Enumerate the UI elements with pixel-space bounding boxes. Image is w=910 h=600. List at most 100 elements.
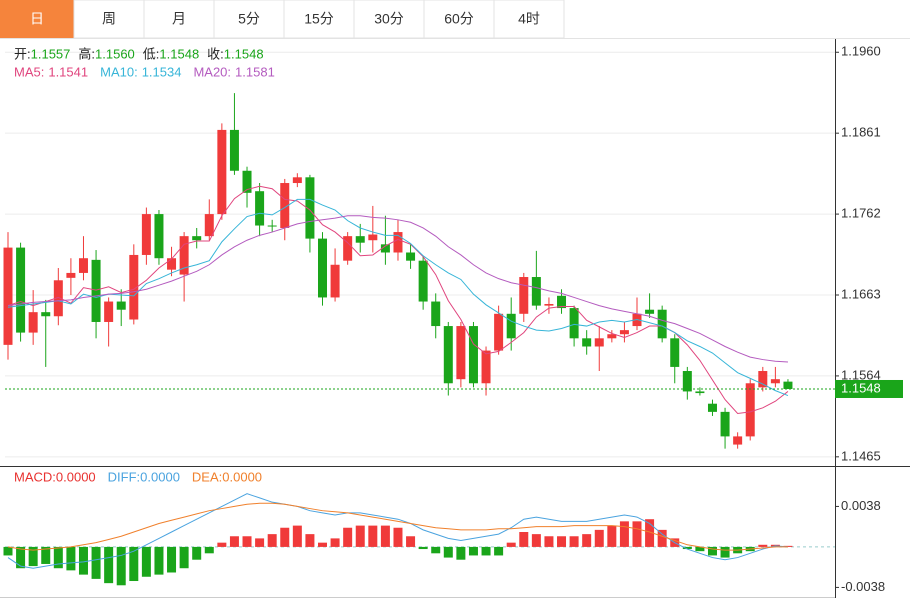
candle-body [41, 312, 51, 317]
legend-text: DEA: [192, 469, 222, 484]
macd-bar [406, 536, 416, 547]
candle-body [16, 247, 26, 333]
candle-body [66, 272, 76, 278]
tab[interactable] [283, 0, 355, 39]
ma-line [7, 198, 789, 396]
macd-bar [431, 546, 441, 554]
candle-body [141, 214, 151, 255]
macd-bar [28, 546, 38, 567]
candle-body [154, 214, 164, 259]
legend-text: 1.1548 [159, 46, 199, 61]
y-tick-label: 1.1465 [841, 448, 881, 463]
macd-bar [53, 546, 63, 569]
candle-body [305, 177, 315, 239]
candle-body [104, 301, 114, 322]
macd-bar [154, 546, 164, 575]
macd-bar [129, 546, 139, 582]
candle-body [745, 383, 755, 437]
macd-bar [66, 546, 76, 571]
macd-bar [368, 525, 378, 547]
y-tick-label: 0.0038 [841, 498, 881, 513]
y-tick-label: 1.1564 [841, 367, 881, 382]
macd-bar [582, 534, 592, 547]
candle-body [255, 191, 265, 226]
candle-body [116, 301, 126, 310]
macd-bar [682, 546, 692, 550]
candle-body [481, 350, 491, 384]
tab-label[interactable]: 日 [30, 11, 44, 27]
ma-line [7, 215, 788, 363]
candle-body [355, 236, 365, 243]
candle-body [380, 244, 390, 253]
macd-bar [657, 529, 667, 547]
macd-bar [494, 546, 504, 556]
macd-bar [393, 527, 403, 547]
candle-body [167, 258, 177, 270]
macd-bar [481, 546, 491, 556]
tab[interactable] [493, 0, 565, 39]
legend-text: MA10: [100, 64, 138, 79]
candle-body [569, 308, 579, 339]
candle-body [468, 326, 478, 384]
macd-bar [167, 546, 177, 573]
tab-label[interactable]: 月 [172, 11, 186, 27]
candle-body [519, 277, 529, 314]
macd-bar [292, 525, 302, 547]
legend-text: 1.1548 [224, 46, 264, 61]
y-tick-label: 1.1960 [841, 44, 881, 59]
candle-body [78, 258, 88, 273]
macd-bar [343, 527, 353, 547]
candle-body [670, 338, 680, 367]
candle-body [53, 280, 63, 317]
macd-bar [305, 534, 315, 547]
tab[interactable] [0, 0, 74, 38]
candle-body [582, 338, 592, 347]
tab-label[interactable]: 15分 [304, 11, 334, 27]
macd-bar [3, 546, 13, 556]
tab-label[interactable]: 30分 [374, 11, 404, 27]
macd-bar [443, 546, 453, 558]
candle-body [456, 326, 466, 380]
tab-label[interactable]: 周 [102, 11, 116, 27]
macd-bar [41, 546, 51, 564]
macd-bar [607, 525, 617, 547]
candle-body [544, 303, 554, 306]
macd-bar [330, 538, 340, 547]
tab-label[interactable]: 4时 [518, 11, 540, 27]
macd-bar [104, 546, 114, 584]
tab-label[interactable]: 60分 [444, 11, 474, 27]
candle-body [557, 295, 567, 309]
candle-body [242, 170, 252, 193]
macd-bar [632, 521, 642, 547]
candle-body [368, 234, 378, 241]
candle-body [770, 379, 780, 384]
macd-bar [242, 536, 252, 547]
tab-label[interactable]: 5分 [238, 11, 260, 27]
candle-body [318, 238, 327, 298]
macd-bar [544, 536, 554, 547]
candle-body [619, 330, 629, 335]
macd-bar [557, 536, 567, 547]
candle-body [720, 411, 730, 437]
macd-bar [267, 534, 277, 547]
candle-body [645, 309, 655, 314]
candle-body [494, 313, 504, 351]
legend-text: MACD: [14, 469, 56, 484]
macd-bar [318, 542, 327, 547]
candle-body [758, 371, 768, 388]
macd-bar [594, 529, 604, 547]
macd-bar [468, 546, 478, 556]
candle-body [607, 334, 617, 339]
legend-text: 1.1560 [95, 46, 135, 61]
legend-text: 开: [14, 46, 31, 61]
macd-bar [519, 532, 529, 547]
candle-body [217, 129, 227, 215]
candle-body [280, 183, 290, 228]
candle-body [406, 252, 416, 261]
macd-bar [695, 546, 705, 552]
macd-bar [456, 546, 466, 560]
last-price-label: 1.1548 [841, 380, 881, 395]
legend-text: 0.0000 [56, 469, 96, 484]
